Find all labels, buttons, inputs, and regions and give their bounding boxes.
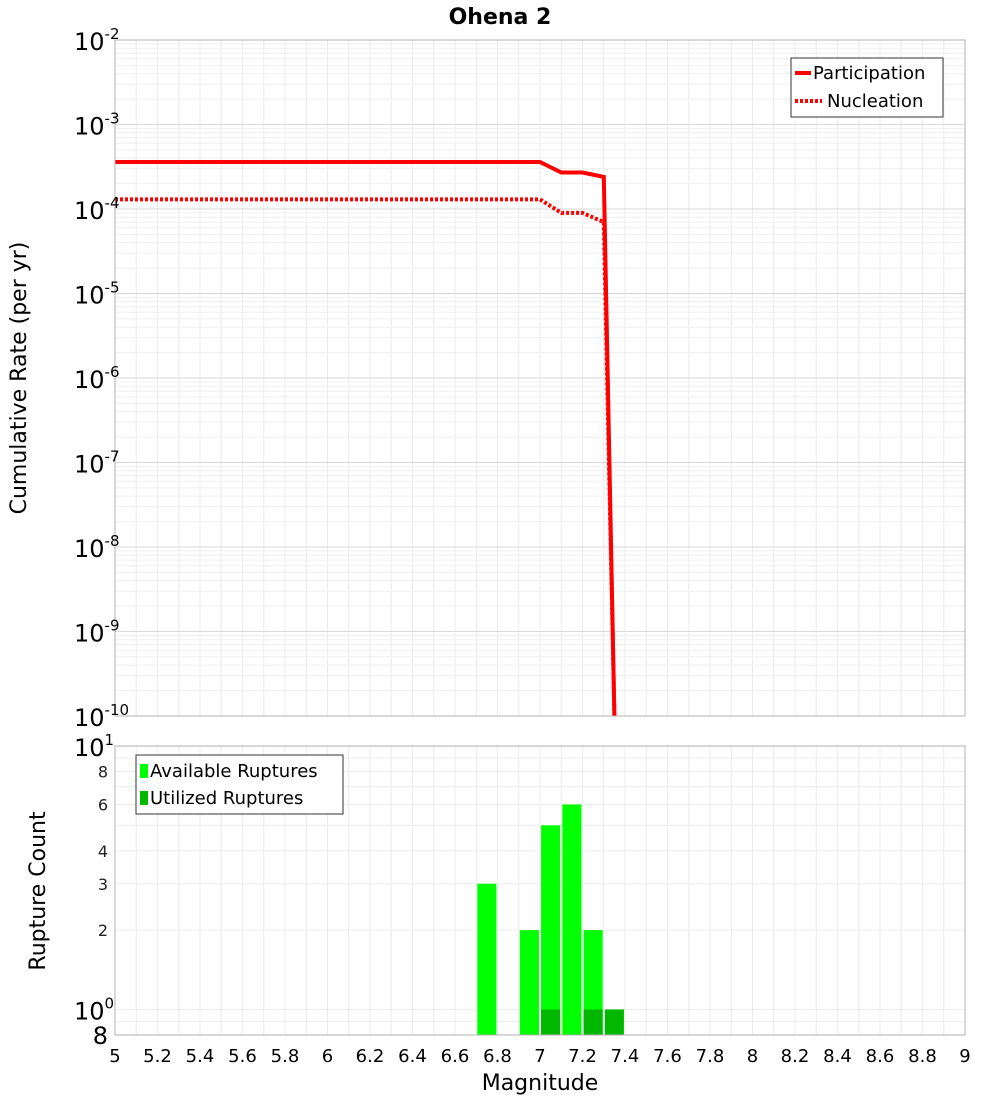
- rate-y-tick-label: 10-6: [74, 363, 120, 394]
- rate-y-tick-label: 10-5: [74, 279, 120, 310]
- available-bar: [519, 930, 539, 1035]
- x-tick-label: 6.6: [441, 1046, 470, 1067]
- x-tick-label: 7.6: [653, 1046, 682, 1067]
- available-bar: [583, 930, 603, 1035]
- available-legend-label: Available Ruptures: [150, 761, 318, 782]
- count-plot-border: [114, 745, 966, 1036]
- x-tick-label: 5.6: [228, 1046, 257, 1067]
- rate-series: [115, 160, 617, 717]
- x-tick-label: 6.8: [483, 1046, 512, 1067]
- x-tick-label: 5.8: [271, 1046, 300, 1067]
- count-y-tick-label: 6: [98, 795, 108, 814]
- count-y-tick-label: 3: [98, 875, 108, 894]
- x-tick-label: 7.2: [568, 1046, 597, 1067]
- x-tick-label: 8: [747, 1046, 758, 1067]
- nucleation-line: [115, 197, 617, 717]
- x-tick-label: 6.4: [398, 1046, 427, 1067]
- count-y-tick-label: 100: [74, 994, 114, 1025]
- rate-legend: Participation Nucleation: [790, 57, 944, 118]
- utilized-legend-swatch: [140, 791, 148, 805]
- available-bar: [477, 883, 497, 1035]
- x-tick-label: 8.4: [823, 1046, 852, 1067]
- available-legend-swatch: [140, 764, 148, 778]
- rate-y-axis-label: Cumulative Rate (per yr): [7, 242, 32, 515]
- count-bars: [477, 804, 624, 1035]
- x-tick-label: 6: [322, 1046, 333, 1067]
- x-tick-label: 5.2: [143, 1046, 172, 1067]
- available-bar: [541, 825, 561, 1035]
- rate-y-tick-label: 10-2: [74, 25, 120, 56]
- utilized-bar: [583, 1009, 603, 1035]
- chart-title: Ohena 2: [449, 5, 552, 30]
- count-y-axis-label: Rupture Count: [26, 811, 51, 971]
- participation-line: [115, 160, 617, 717]
- rate-y-tick-label: 10-10: [74, 701, 129, 732]
- x-tick-label: 7.4: [611, 1046, 640, 1067]
- rate-y-ticks: 10-2 10-3 10-4 10-5 10-6 10-7 10-8 10-9 10-10: [74, 25, 129, 732]
- count-y-tick-label: 2: [98, 921, 108, 940]
- x-tick-label: 6.2: [356, 1046, 385, 1067]
- x-tick-label: 5: [109, 1046, 120, 1067]
- rate-y-tick-label: 10-7: [74, 448, 120, 479]
- utilized-bar: [604, 1009, 624, 1035]
- x-tick-label: 7.8: [696, 1046, 725, 1067]
- rate-plot-border: [114, 39, 966, 717]
- rate-y-tick-label: 10-8: [74, 532, 120, 563]
- rate-y-tick-label: 10-4: [74, 194, 120, 225]
- available-bar: [562, 804, 582, 1035]
- count-legend-box: [135, 754, 344, 815]
- utilized-bar: [541, 1009, 561, 1035]
- count-y-tick-label: 8: [98, 763, 108, 782]
- x-axis-label: Magnitude: [482, 1071, 599, 1096]
- count-legend: Available Ruptures Utilized Ruptures: [135, 754, 344, 815]
- count-y-tick-label: 8: [93, 1022, 108, 1050]
- rate-grid: [114, 40, 966, 717]
- rate-y-tick-label: 10-9: [74, 617, 120, 648]
- x-tick-label: 5.4: [186, 1046, 215, 1067]
- nucleation-legend-label: Nucleation: [827, 91, 923, 112]
- participation-legend-label: Participation: [813, 63, 925, 84]
- rate-y-tick-label: 10-3: [74, 110, 120, 141]
- x-tick-label: 7: [534, 1046, 545, 1067]
- x-tick-label: 9: [959, 1046, 970, 1067]
- x-tick-label: 8.2: [781, 1046, 810, 1067]
- x-ticks: 5 5.2 5.4 5.6 5.8 6 6.2 6.4 6.6 6.8 7 7.2 7.4 7.6 7.8 8…: [109, 1046, 970, 1067]
- rate-panel: 10-2 10-3 10-4 10-5 10-6 10-7 10-8 10-9 10-10 Cu…: [7, 25, 966, 732]
- x-tick-label: 8.6: [866, 1046, 895, 1067]
- rate-legend-box: [790, 57, 944, 118]
- x-tick-label: 8.8: [908, 1046, 937, 1067]
- utilized-legend-label: Utilized Ruptures: [150, 788, 303, 809]
- count-y-tick-label: 4: [98, 842, 108, 861]
- count-y-tick-label: 101: [74, 731, 114, 762]
